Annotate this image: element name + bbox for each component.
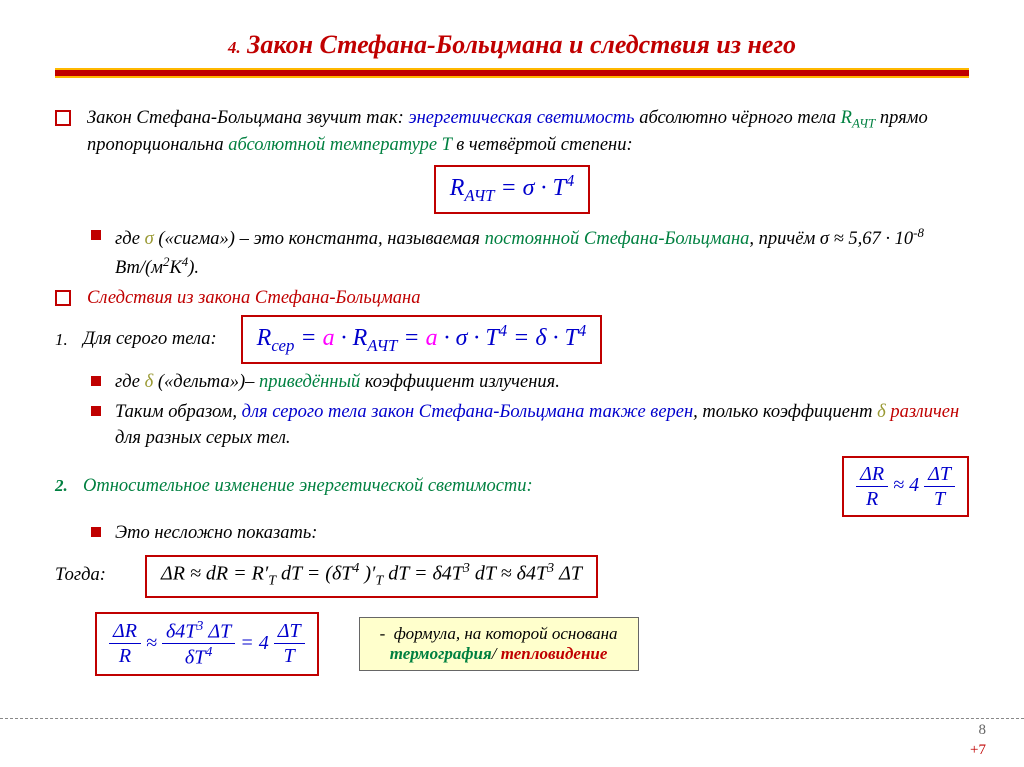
bullet-icon [91,230,101,240]
text: где [115,372,145,392]
text: Для серого тела: [83,327,217,353]
bullet-icon [91,406,101,416]
para-1: Закон Стефана-Больцмана звучит так: энер… [55,106,969,159]
text: коэффициент излучения. [360,372,560,392]
derivation-row: Тогда: ΔR ≈ dR = R′T dT = (δT4 )′T dT = … [55,555,969,598]
text: ). [188,258,199,278]
formula-3: ΔRR ≈ 4 ΔTT [842,456,969,517]
formula-5: ΔRR ≈ δ4T3 ΔTδT4 = 4 ΔTT [95,612,319,676]
para-5: где δ («дельта»)– приведённый коэффициен… [91,370,969,396]
text: абсолютной температуре T [228,135,451,155]
note-box: - формула, на которой основана термограф… [359,617,639,671]
title-number: 4. [228,38,241,57]
text: для серого тела закон Стефана-Больцмана … [242,402,694,422]
formula-1: RАЧТ = σ · T4 [55,165,969,214]
text: Тогда: [55,563,145,589]
bullet-icon [91,376,101,386]
bullet-icon [55,290,71,306]
text: приведённый [259,372,360,392]
para-8: Это несложно показать: [91,521,969,547]
list-number: 1. [55,330,83,350]
text: Относительное изменение энергетической с… [83,474,842,500]
final-row: ΔRR ≈ δ4T3 ΔTδT4 = 4 ΔTT - формула, на к… [55,612,969,676]
text: («дельта»)– [153,372,259,392]
text: формула, на которой основана [394,624,618,643]
title-text: Закон Стефана-Больцмана и следствия из н… [247,30,796,59]
para-3: Следствия из закона Стефана-Больцмана [55,286,969,312]
text: δ [145,372,154,392]
bullet-icon [55,110,71,126]
bullet-icon [91,527,101,537]
formula-2: Rсер = a · RАЧТ = a · σ · T4 = δ · T4 [241,315,603,364]
text: , причём [749,229,819,249]
text: абсолютно чёрного тела [635,108,841,128]
page-number: 8 [979,722,987,739]
text: в четвёртой степени: [452,135,633,155]
text: / [492,644,501,663]
text: различен [886,402,959,422]
text: σ ≈ 5,67 · 10 [820,229,913,249]
item-2: 2. Относительное изменение энергетическо… [55,456,969,517]
plus-label: +7 [970,742,986,759]
text: термография [390,644,492,663]
text: Следствия из закона Стефана-Больцмана [87,286,420,312]
text: Закон Стефана-Больцмана звучит так: [87,108,408,128]
para-6: Таким образом, для серого тела закон Сте… [91,400,969,452]
slide-title: 4. Закон Стефана-Больцмана и следствия и… [55,30,969,68]
para-2: где σ («сигма») – это константа, называе… [91,224,969,282]
text: энергетическая светимость [408,108,634,128]
text: -8 [913,225,924,240]
item-1: 1. Для серого тела: Rсер = a · RАЧТ = a … [55,315,969,364]
text: где [115,229,145,249]
text: К [169,258,181,278]
text: Это несложно показать: [115,521,317,547]
text: («сигма») – это константа, называемая [154,229,485,249]
text: Вт/(м [115,258,163,278]
text: для разных серых тел. [115,428,291,448]
title-rule [55,68,969,78]
text: тепловидение [501,644,608,663]
text: Таким образом, [115,402,242,422]
text: σ [145,229,154,249]
formula-4: ΔR ≈ dR = R′T dT = (δT4 )′T dT = δ4T3 dT… [145,555,598,598]
text: - [380,624,386,643]
text: , только коэффициент [693,402,877,422]
text: RАЧТ [841,108,876,128]
list-number: 2. [55,476,83,496]
footer-rule [0,718,1024,719]
text: δ [877,402,886,422]
text: постоянной Стефана-Больцмана [485,229,750,249]
